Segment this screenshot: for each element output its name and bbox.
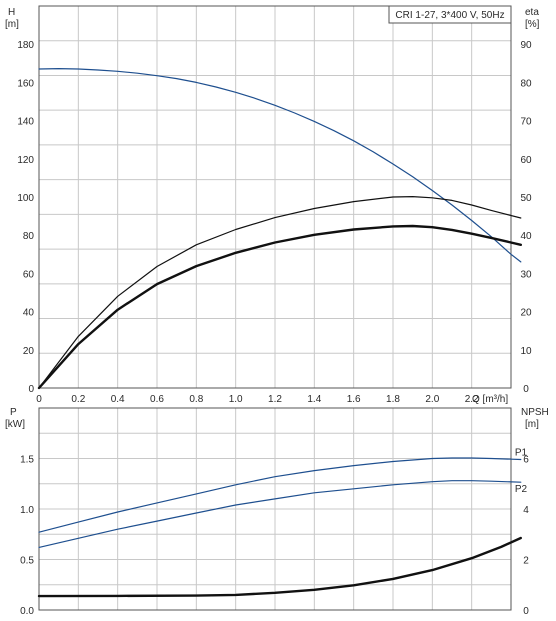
lower-series-line-p2 bbox=[38, 480, 522, 549]
upper-y-tick-label-left: 60 bbox=[23, 269, 35, 280]
lower-left-axis-label-unit: [kW] bbox=[5, 419, 25, 430]
upper-y-tick-label-right: 60 bbox=[520, 155, 532, 166]
lower-y-ticks-left: 0.0 0.5 1.0 1.5 bbox=[20, 455, 34, 618]
lower-right-axis-label-unit: [m] bbox=[525, 419, 539, 430]
x-tick-label: 0.4 bbox=[111, 394, 125, 405]
upper-grid bbox=[39, 6, 511, 388]
lower-y-tick-label-right: 0 bbox=[523, 606, 529, 617]
lower-series: P1 P2 bbox=[37, 448, 528, 598]
upper-y-tick-label-right: 70 bbox=[520, 117, 532, 128]
chart-title: CRI 1-27, 3*400 V, 50Hz bbox=[395, 10, 504, 21]
chart-title-box bbox=[388, 5, 512, 24]
x-tick-label: 1.4 bbox=[307, 394, 321, 405]
upper-left-axis-label-unit: [m] bbox=[5, 19, 19, 30]
upper-y-tick-label-right: 10 bbox=[520, 346, 532, 357]
x-tick-label: 0.2 bbox=[71, 394, 85, 405]
lower-right-axis-label-symbol: NPSH bbox=[521, 407, 549, 418]
series-label-p1: P1 bbox=[515, 448, 528, 459]
lower-series-line-2 bbox=[37, 536, 522, 598]
upper-y-tick-label-left: 160 bbox=[17, 78, 34, 89]
upper-series-line-0 bbox=[38, 67, 522, 263]
lower-y-ticks-right: 0 2 4 6 bbox=[523, 455, 529, 618]
x-tick-label: 0.6 bbox=[150, 394, 164, 405]
upper-y-tick-label-right: 40 bbox=[520, 231, 532, 242]
upper-y-tick-label-right: 90 bbox=[520, 40, 532, 51]
lower-left-axis-label-symbol: P bbox=[10, 407, 17, 418]
lower-y-tick-label-right: 6 bbox=[523, 455, 529, 466]
x-tick-label: 2.0 bbox=[425, 394, 439, 405]
upper-y-ticks-right: 0 10 20 30 40 50 60 70 80 90 bbox=[520, 40, 532, 395]
lower-chart-panel: 0.0 0.5 1.0 1.5 0 2 4 6 P1 P2 P [kW] NPSH [m] bbox=[5, 407, 549, 617]
x-tick-label: 1.0 bbox=[229, 394, 243, 405]
upper-y-ticks-left: 0 20 40 60 80 100 120 140 160 180 bbox=[17, 40, 34, 395]
x-tick-label: 2.2 bbox=[465, 394, 479, 405]
lower-y-tick-label-right: 2 bbox=[523, 556, 529, 567]
upper-y-tick-label-left: 80 bbox=[23, 231, 35, 242]
lower-y-tick-label-left: 1.0 bbox=[20, 505, 34, 516]
upper-y-tick-label-right: 80 bbox=[520, 78, 532, 89]
upper-right-axis-label-symbol: eta bbox=[525, 7, 539, 18]
upper-y-tick-label-left: 20 bbox=[23, 346, 35, 357]
lower-y-tick-label-right: 4 bbox=[523, 505, 529, 516]
x-tick-label: 0 bbox=[36, 394, 42, 405]
upper-y-tick-label-left: 100 bbox=[17, 193, 34, 204]
x-tick-label: 1.8 bbox=[386, 394, 400, 405]
upper-series bbox=[37, 67, 522, 390]
lower-y-tick-label-left: 0.0 bbox=[20, 606, 34, 617]
upper-y-tick-label-left: 180 bbox=[17, 40, 34, 51]
lower-grid bbox=[39, 408, 511, 610]
upper-left-axis-label-symbol: H bbox=[8, 7, 15, 18]
upper-chart-panel: 0 20 40 60 80 100 120 140 160 180 0 10 20 30 40 50 60 70… bbox=[5, 5, 540, 405]
upper-y-tick-label-right: 50 bbox=[520, 193, 532, 204]
lower-y-tick-label-left: 1.5 bbox=[20, 455, 34, 466]
x-tick-label: 1.2 bbox=[268, 394, 282, 405]
upper-series-line-2 bbox=[37, 224, 522, 390]
x-tick-label: 0.8 bbox=[189, 394, 203, 405]
upper-right-axis-label-unit: [%] bbox=[525, 19, 540, 30]
upper-series-line-1 bbox=[38, 196, 522, 389]
lower-series-line-p1 bbox=[38, 457, 522, 533]
upper-x-ticks: 0 0.2 0.4 0.6 0.8 1.0 1.2 1.4 1.6 1.8 2.0 2.2 bbox=[36, 394, 479, 405]
upper-y-tick-label-left: 40 bbox=[23, 308, 35, 319]
upper-y-tick-label-left: 140 bbox=[17, 117, 34, 128]
x-axis-label: Q [m³/h] bbox=[472, 394, 508, 405]
x-tick-label: 1.6 bbox=[347, 394, 361, 405]
upper-y-tick-label-right: 0 bbox=[523, 384, 529, 395]
upper-y-tick-label-left: 0 bbox=[28, 384, 34, 395]
lower-plot-frame bbox=[38, 407, 512, 611]
upper-y-tick-label-right: 20 bbox=[520, 308, 532, 319]
series-label-p2: P2 bbox=[515, 484, 528, 495]
lower-y-tick-label-left: 0.5 bbox=[20, 556, 34, 567]
upper-plot-frame bbox=[38, 5, 512, 389]
upper-y-tick-label-left: 120 bbox=[17, 155, 34, 166]
upper-y-tick-label-right: 30 bbox=[520, 269, 532, 280]
